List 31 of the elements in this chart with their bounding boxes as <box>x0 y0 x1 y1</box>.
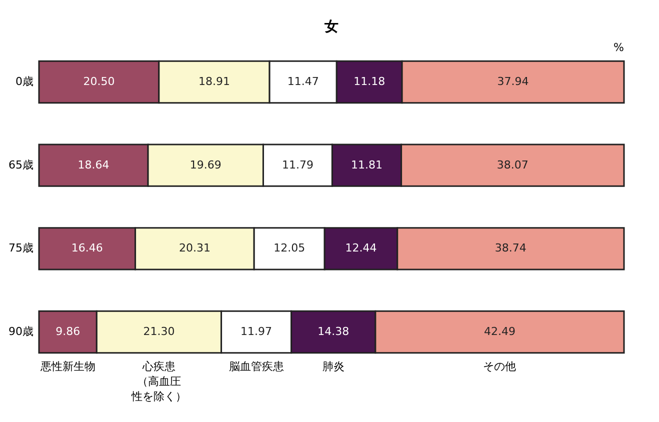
series-label: その他 <box>483 360 516 373</box>
series-label: 肺炎 <box>322 360 344 373</box>
series-label: 心疾患（高血圧性を除く） <box>130 360 186 403</box>
data-label: 14.38 <box>318 325 350 338</box>
data-label: 20.31 <box>178 242 210 255</box>
y-tick-label: 90歳 <box>8 325 34 338</box>
data-label: 42.49 <box>484 325 516 338</box>
data-label: 12.44 <box>345 242 377 255</box>
data-label: 9.86 <box>56 325 80 338</box>
series-label: 脳血管疾患 <box>228 360 284 373</box>
data-label: 12.05 <box>274 242 306 255</box>
data-label: 21.30 <box>143 325 175 338</box>
data-label: 11.18 <box>354 75 386 88</box>
data-label: 16.46 <box>71 242 103 255</box>
data-label: 38.74 <box>494 242 526 255</box>
chart-title: 女 <box>324 19 338 35</box>
data-label: 11.79 <box>282 158 314 172</box>
data-label: 38.07 <box>496 158 528 172</box>
annotation: % <box>614 41 624 54</box>
data-label: 11.81 <box>350 158 382 172</box>
data-label: 19.69 <box>190 158 222 172</box>
y-tick-label: 0歳 <box>16 75 34 88</box>
y-tick-label: 65歳 <box>8 158 34 172</box>
data-label: 37.94 <box>497 75 529 88</box>
data-label: 18.91 <box>198 75 230 88</box>
data-label: 11.97 <box>240 325 272 338</box>
series-label: 悪性新生物 <box>39 360 96 373</box>
data-label: 18.64 <box>78 158 110 172</box>
data-label: 11.47 <box>287 75 319 88</box>
data-label: 20.50 <box>83 75 115 88</box>
y-tick-label: 75歳 <box>8 242 34 255</box>
